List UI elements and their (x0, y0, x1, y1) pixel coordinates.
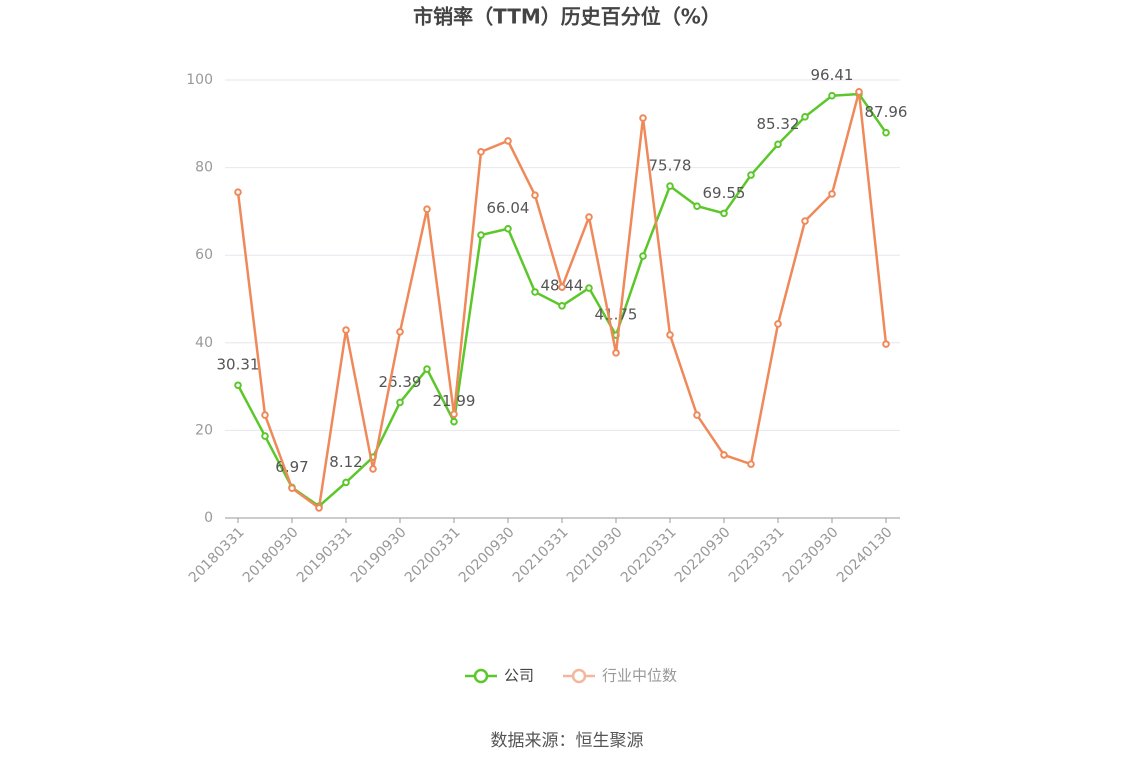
point (612, 349, 620, 357)
point (342, 478, 350, 487)
x-tick-label: 20230930 (780, 524, 842, 586)
point (747, 171, 755, 179)
data-label: 8.12 (329, 453, 362, 471)
point (693, 411, 701, 419)
data-label: 87.96 (865, 103, 908, 121)
source: 数据来源：恒生聚源 (491, 731, 644, 751)
y-tick-label: 100 (186, 72, 213, 88)
point (288, 484, 296, 493)
data-label: 85.32 (757, 115, 800, 133)
point (396, 398, 404, 407)
x-tick-label: 20190930 (348, 524, 410, 586)
point (720, 209, 728, 218)
legend-marker (473, 668, 489, 684)
point (369, 465, 377, 473)
point (450, 410, 458, 418)
point (234, 381, 242, 390)
point (693, 202, 701, 210)
data-label: 26.39 (379, 373, 422, 391)
point (423, 365, 431, 373)
point (423, 205, 431, 214)
y-tick-label: 0 (204, 510, 213, 526)
point (747, 460, 755, 468)
point (882, 340, 890, 348)
point (828, 91, 836, 100)
point (396, 328, 404, 336)
point (342, 326, 350, 334)
point (450, 417, 458, 426)
point (531, 288, 539, 296)
point (774, 320, 782, 328)
legend-item: 公司 (465, 667, 534, 685)
point (720, 451, 728, 459)
point (801, 112, 809, 121)
y-tick-label: 80 (195, 160, 213, 176)
point (558, 283, 566, 291)
x-tick-label: 20210930 (564, 524, 626, 586)
legend-label: 行业中位数 (602, 667, 677, 685)
data-label: 6.97 (275, 458, 308, 476)
x-tick-label: 20240130 (834, 524, 896, 586)
point (801, 217, 809, 225)
point (855, 88, 863, 96)
x-tick-label: 20180331 (186, 524, 248, 586)
point (585, 284, 593, 292)
y-tick-label: 20 (195, 422, 213, 438)
point (639, 114, 647, 122)
point (639, 252, 647, 260)
point (504, 224, 512, 233)
x-tick-label: 20180930 (240, 524, 302, 586)
point (585, 213, 593, 221)
point (531, 191, 539, 199)
point (477, 148, 485, 156)
data-label: 41.75 (595, 306, 638, 324)
series-line (236, 92, 888, 508)
chart-title: 市销率（TTM）历史百分位（%） (413, 5, 721, 29)
data-label: 30.31 (217, 356, 260, 374)
point (261, 411, 269, 419)
point (315, 504, 323, 512)
series-line (236, 91, 888, 511)
point (504, 137, 512, 145)
x-tick-label: 20200930 (456, 524, 518, 586)
x-tick-label: 20220331 (618, 524, 680, 586)
x-tick-label: 20190331 (294, 524, 356, 586)
point (261, 432, 269, 440)
point (666, 331, 674, 339)
legend-marker (571, 668, 587, 684)
point (774, 140, 782, 149)
y-tick-label: 40 (195, 335, 213, 351)
x-tick-label: 20210331 (510, 524, 572, 586)
data-label: 69.55 (703, 184, 746, 202)
point (666, 182, 674, 190)
data-label: 21.99 (433, 392, 476, 410)
point (477, 231, 485, 239)
point (234, 188, 242, 196)
data-label: 66.04 (487, 199, 530, 217)
point (828, 190, 836, 198)
x-tick-label: 20220930 (672, 524, 734, 586)
x-tick-label: 20230331 (726, 524, 788, 586)
data-label: 96.41 (811, 66, 854, 84)
point (882, 128, 890, 137)
y-tick-label: 60 (195, 247, 213, 263)
legend-label: 公司 (504, 667, 534, 685)
x-tick-label: 20200331 (402, 524, 464, 586)
point (558, 302, 566, 310)
legend-item: 行业中位数 (563, 667, 677, 685)
data-label: 75.78 (649, 157, 692, 175)
